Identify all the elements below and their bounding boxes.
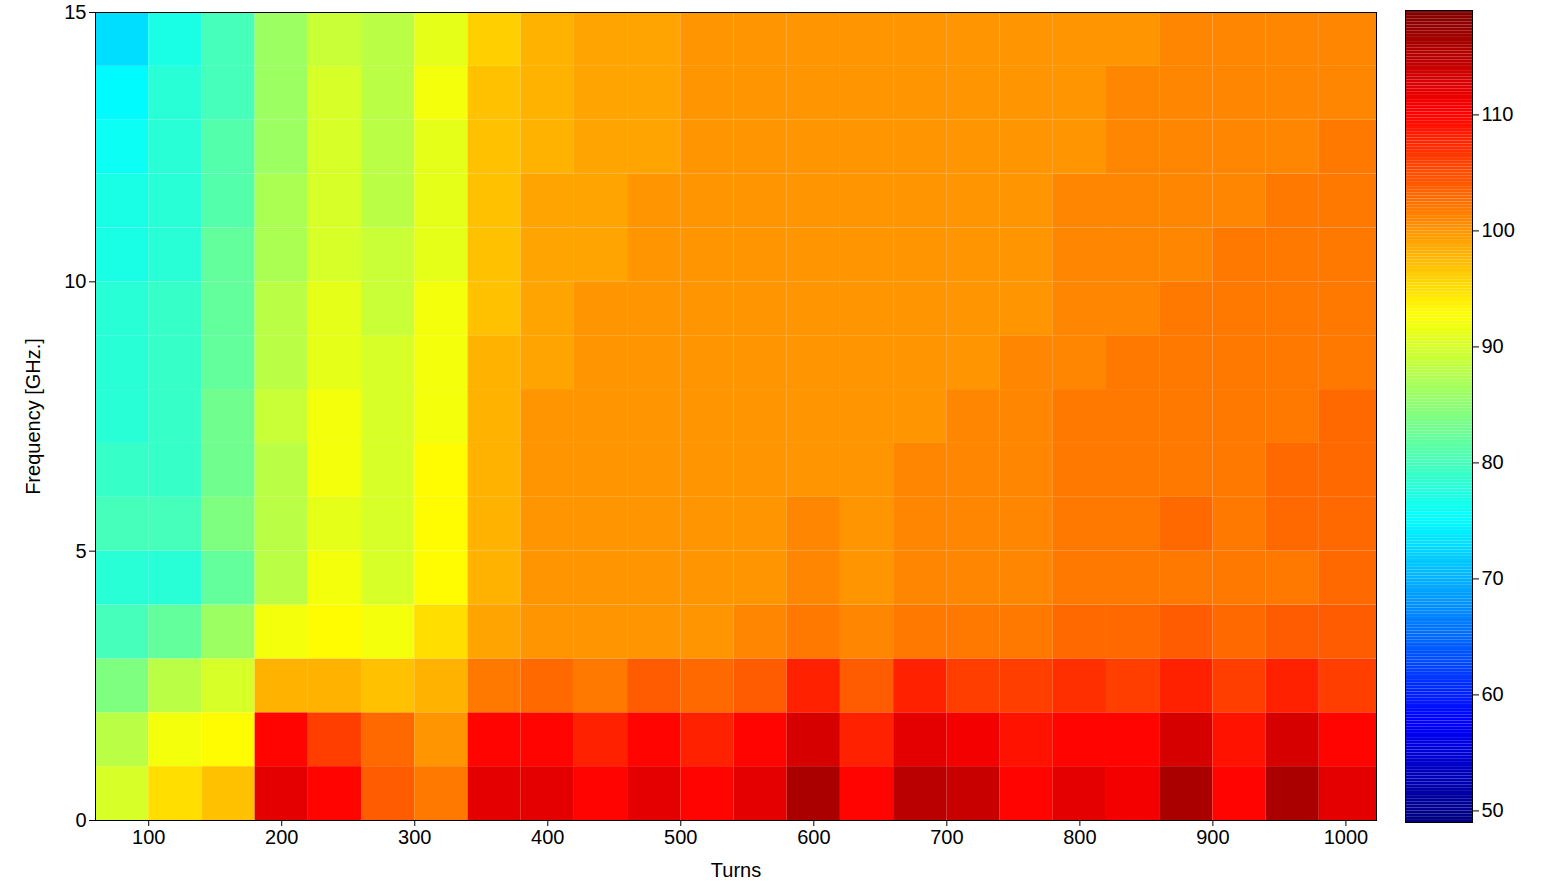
svg-text:100: 100 (1482, 219, 1515, 241)
svg-text:700: 700 (930, 826, 963, 848)
svg-text:300: 300 (398, 826, 431, 848)
svg-text:200: 200 (265, 826, 298, 848)
svg-text:60: 60 (1482, 683, 1504, 705)
svg-text:10: 10 (64, 270, 86, 292)
svg-text:500: 500 (664, 826, 697, 848)
svg-text:Turns: Turns (711, 859, 761, 881)
svg-text:900: 900 (1196, 826, 1229, 848)
svg-text:110: 110 (1482, 103, 1514, 125)
svg-text:100: 100 (132, 826, 165, 848)
svg-text:80: 80 (1482, 451, 1504, 473)
svg-text:Frequency [GHz.]: Frequency [GHz.] (22, 338, 44, 495)
svg-text:90: 90 (1482, 335, 1504, 357)
svg-text:5: 5 (75, 540, 86, 562)
svg-text:600: 600 (797, 826, 830, 848)
svg-text:1000: 1000 (1324, 826, 1369, 848)
svg-text:70: 70 (1482, 567, 1504, 589)
svg-text:0: 0 (75, 809, 86, 831)
svg-text:50: 50 (1482, 799, 1504, 821)
svg-text:15: 15 (64, 1, 86, 23)
svg-text:800: 800 (1063, 826, 1096, 848)
svg-text:400: 400 (531, 826, 564, 848)
